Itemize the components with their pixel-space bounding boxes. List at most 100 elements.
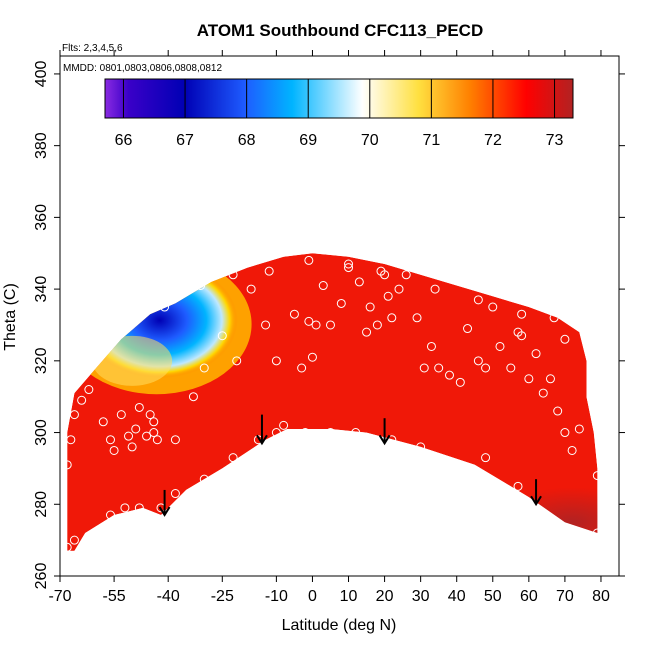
observation-point xyxy=(279,420,289,430)
observation-point xyxy=(149,428,159,438)
colorbar-tick-label: 69 xyxy=(299,132,317,149)
observation-point xyxy=(120,503,130,513)
colorbar-tick-label: 67 xyxy=(176,132,194,149)
x-tick-label: 40 xyxy=(448,588,466,605)
y-tick-label: 340 xyxy=(33,276,50,303)
observation-point xyxy=(69,535,79,545)
observation-point xyxy=(426,341,436,351)
arrow-head xyxy=(158,506,171,517)
observation-point xyxy=(170,435,180,445)
observation-point xyxy=(62,460,72,470)
plot-frame xyxy=(59,55,620,577)
observation-point xyxy=(142,431,152,441)
observation-point xyxy=(289,309,299,319)
colorbar-tick-label: 66 xyxy=(115,132,133,149)
observation-point xyxy=(116,410,126,420)
observation-point xyxy=(199,474,209,484)
descent-arrows xyxy=(158,414,542,517)
observation-point xyxy=(495,341,505,351)
observation-point xyxy=(481,453,491,463)
observation-point xyxy=(473,295,483,305)
observation-point xyxy=(419,363,429,373)
observation-point xyxy=(517,331,527,341)
observation-point xyxy=(582,334,592,344)
y-tick-label: 360 xyxy=(33,204,50,231)
observation-point xyxy=(365,302,375,312)
observation-point xyxy=(304,255,314,265)
y-tick-label: 260 xyxy=(33,563,50,590)
y-axis: 260 280 300 320 340 360 380 400 xyxy=(33,60,625,589)
colorbar: 66 67 68 69 70 71 72 73 xyxy=(104,78,574,149)
observation-point xyxy=(105,510,115,520)
observation-point xyxy=(444,370,454,380)
observation-point xyxy=(62,542,72,552)
chart-title: ATOM1 Southbound CFC113_PECD xyxy=(197,21,484,40)
x-tick-label: 80 xyxy=(592,588,610,605)
observation-point xyxy=(455,377,465,387)
observation-point xyxy=(84,385,94,395)
y-tick-label: 320 xyxy=(33,347,50,374)
y-tick-label: 400 xyxy=(33,60,50,87)
x-tick-label: 10 xyxy=(340,588,358,605)
observation-point xyxy=(300,428,310,438)
x-tick-label: 20 xyxy=(376,588,394,605)
observation-point xyxy=(196,281,206,291)
x-tick-label: 0 xyxy=(308,588,317,605)
arrow-head xyxy=(530,495,542,507)
x-tick-label: 30 xyxy=(412,588,430,605)
observation-points xyxy=(62,255,602,552)
observation-point xyxy=(383,291,393,301)
observation-point xyxy=(434,363,444,373)
observation-point xyxy=(412,313,422,323)
observation-point xyxy=(217,331,227,341)
observation-point xyxy=(307,352,317,362)
observation-point xyxy=(372,320,382,330)
x-tick-label: -70 xyxy=(48,588,71,605)
x-tick-label: -25 xyxy=(211,588,234,605)
observation-point xyxy=(506,363,516,373)
observation-point xyxy=(473,356,483,366)
observation-point xyxy=(513,481,523,491)
observation-point xyxy=(553,406,563,416)
observation-point xyxy=(152,435,162,445)
observation-point xyxy=(127,442,137,452)
observation-point xyxy=(351,428,361,438)
x-tick-label: -55 xyxy=(103,588,126,605)
observation-point xyxy=(271,356,281,366)
descent-arrow xyxy=(378,418,391,446)
observation-point xyxy=(297,363,307,373)
observation-point xyxy=(228,453,238,463)
observation-point xyxy=(105,435,115,445)
colorbar-tick-label: 72 xyxy=(484,132,502,149)
arrow-head xyxy=(256,434,268,446)
observation-point xyxy=(531,349,541,359)
observation-point xyxy=(574,424,584,434)
x-axis-title: Latitude (deg N) xyxy=(282,617,397,634)
observation-point xyxy=(318,281,328,291)
observation-point xyxy=(481,363,491,373)
observation-point xyxy=(545,374,555,384)
observation-point xyxy=(199,363,209,373)
observation-point xyxy=(228,270,238,280)
observation-point xyxy=(517,309,527,319)
observation-point xyxy=(344,259,354,269)
observation-point xyxy=(325,428,335,438)
observation-point xyxy=(69,410,79,420)
observation-point xyxy=(416,442,426,452)
arrow-head xyxy=(378,434,391,446)
feature-low-lobe xyxy=(92,335,173,386)
observation-point xyxy=(538,388,548,398)
observation-point xyxy=(463,324,473,334)
colorbar-tick-label: 73 xyxy=(546,132,564,149)
observation-point xyxy=(232,356,242,366)
observation-point xyxy=(560,428,570,438)
observation-point xyxy=(149,417,159,427)
y-tick-label: 280 xyxy=(33,491,50,518)
observation-point xyxy=(567,445,577,455)
observation-point xyxy=(311,320,321,330)
observation-point xyxy=(160,302,170,312)
x-tick-label: 70 xyxy=(556,588,574,605)
observation-point xyxy=(66,435,76,445)
data-field xyxy=(67,253,598,551)
observation-point xyxy=(304,316,314,326)
